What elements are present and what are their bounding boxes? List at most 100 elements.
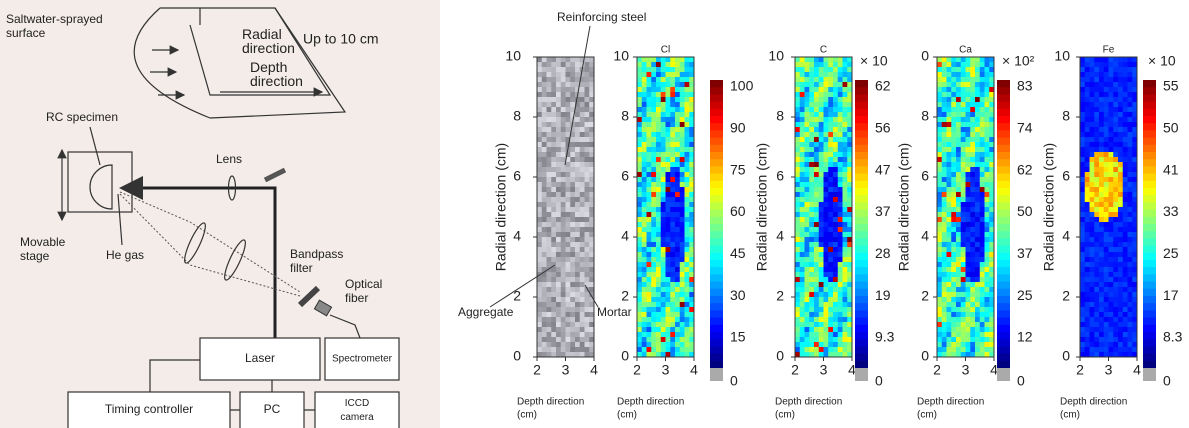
map-cell <box>799 302 805 308</box>
map-cell <box>570 202 576 208</box>
map-cell <box>646 252 652 258</box>
map-cell <box>660 242 666 248</box>
map-cell <box>970 207 976 213</box>
map-cell <box>818 147 824 153</box>
map-cell <box>937 332 943 338</box>
map-cell <box>795 207 801 213</box>
map-cell <box>847 297 853 303</box>
map-cell <box>970 222 976 228</box>
map-cell <box>575 177 581 183</box>
map-cell <box>575 337 581 343</box>
y-tick-label: 4 <box>921 228 929 244</box>
map-cell <box>842 352 848 358</box>
map-cell <box>689 207 695 213</box>
colorbar-step <box>855 123 868 131</box>
map-cell <box>570 72 576 78</box>
map-cell <box>1118 127 1124 133</box>
map-cell <box>970 217 976 223</box>
map-cell <box>689 117 695 123</box>
map-cell <box>1122 302 1128 308</box>
map-cell <box>970 337 976 343</box>
map-cell <box>804 92 810 98</box>
x-axis-label: Depth direction <box>617 397 684 408</box>
map-cell <box>584 282 590 288</box>
map-cell <box>1103 277 1109 283</box>
map-cell <box>675 147 681 153</box>
map-cell <box>665 227 671 233</box>
map-cell <box>660 337 666 343</box>
map-cell <box>556 237 562 243</box>
map-cell <box>989 267 995 273</box>
map-cell <box>560 87 566 93</box>
map-cell <box>556 267 562 273</box>
map-cell <box>818 292 824 298</box>
map-cell <box>579 317 585 323</box>
map-cell <box>1084 122 1090 128</box>
map-cell <box>660 182 666 188</box>
map-cell <box>665 182 671 188</box>
map-cell <box>818 222 824 228</box>
map-cell <box>537 162 543 168</box>
map-cell <box>979 97 985 103</box>
map-cell <box>1103 217 1109 223</box>
colorbar-step <box>855 94 868 103</box>
map-cell <box>651 77 657 83</box>
map-cell <box>660 77 666 83</box>
map-cell <box>560 252 566 258</box>
map-cell <box>937 337 943 343</box>
colorbar-step <box>997 123 1010 131</box>
map-cell <box>984 237 990 243</box>
map-cell <box>837 182 843 188</box>
y-tick-label: 10 <box>505 48 521 64</box>
map-cell <box>1118 352 1124 358</box>
map-cell <box>799 207 805 213</box>
map-cell <box>1127 172 1133 178</box>
map-cell <box>637 62 643 68</box>
map-cell <box>656 277 662 283</box>
map-cell <box>1084 127 1090 133</box>
map-cell <box>546 317 552 323</box>
map-cell <box>551 142 557 148</box>
map-cell <box>1094 92 1100 98</box>
map-cell <box>1084 347 1090 353</box>
map-cell <box>837 212 843 218</box>
map-cell <box>837 292 843 298</box>
map-cell <box>989 262 995 268</box>
map-cell <box>670 337 676 343</box>
map-cell <box>1122 327 1128 333</box>
map-cell <box>537 132 543 138</box>
map-cell <box>560 177 566 183</box>
map-cell <box>589 327 595 333</box>
map-cell <box>818 102 824 108</box>
map-cell <box>965 142 971 148</box>
map-cell <box>565 342 571 348</box>
map-cell <box>551 332 557 338</box>
colorbar-label: 100 <box>730 78 754 94</box>
map-cell <box>984 217 990 223</box>
map-cell <box>684 197 690 203</box>
map-cell <box>684 277 690 283</box>
map-cell <box>565 262 571 268</box>
map-cell <box>989 257 995 263</box>
map-cell <box>646 342 652 348</box>
map-cell <box>828 112 834 118</box>
map-cell <box>1103 132 1109 138</box>
colorbar-step <box>710 87 723 95</box>
map-cell <box>847 222 853 228</box>
map-cell <box>665 157 671 163</box>
map-cell <box>960 182 966 188</box>
map-cell <box>975 302 981 308</box>
colorbar-gray <box>997 368 1010 381</box>
map-cell <box>579 227 585 233</box>
map-cell <box>1132 307 1138 313</box>
map-cell <box>637 247 643 253</box>
map-cell <box>823 127 829 133</box>
map-cell <box>560 122 566 128</box>
map-cell <box>560 227 566 233</box>
map-cell <box>551 252 557 258</box>
map-cell <box>579 97 585 103</box>
map-cell <box>684 62 690 68</box>
map-cell <box>1080 277 1086 283</box>
map-cell <box>589 272 595 278</box>
map-cell <box>637 162 643 168</box>
